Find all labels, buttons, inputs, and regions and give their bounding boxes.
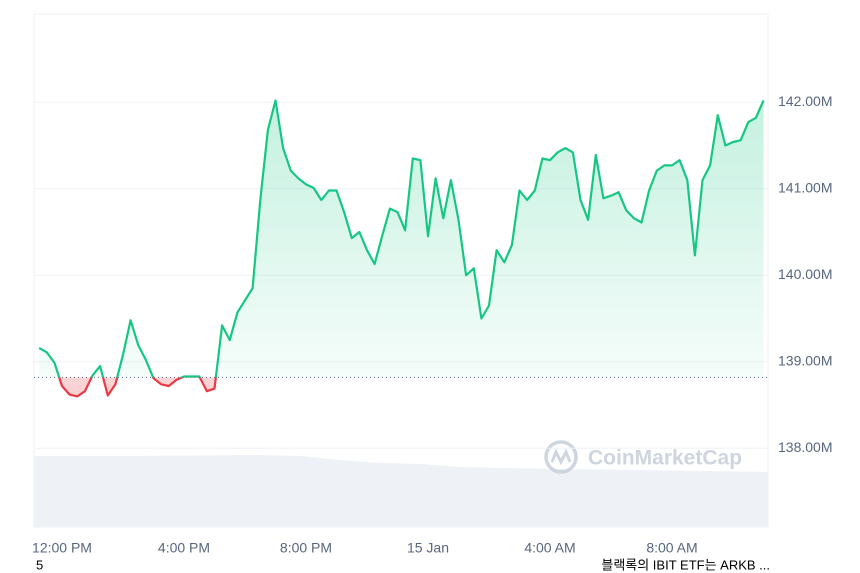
watermark-logo-mark — [550, 448, 572, 466]
price-line — [38, 99, 765, 398]
y-tick-label: 140.00M — [778, 266, 832, 282]
price-area — [39, 100, 764, 397]
footer-left: 5 — [36, 557, 43, 572]
x-tick-label: 15 Jan — [407, 540, 449, 556]
volume-area — [34, 455, 768, 527]
x-tick-label: 12:00 PM — [32, 540, 92, 556]
y-tick-label: 141.00M — [778, 179, 832, 195]
x-tick-label: 8:00 PM — [280, 540, 332, 556]
x-tick-label: 4:00 AM — [524, 540, 575, 556]
watermark-logo — [544, 440, 578, 474]
x-tick-label: 8:00 AM — [646, 540, 697, 556]
footer-right: 블랙록의 IBIT ETF는 ARKB ... — [601, 557, 770, 572]
y-tick-label: 142.00M — [778, 93, 832, 109]
y-tick-label: 139.00M — [778, 352, 832, 368]
watermark: CoinMarketCap — [544, 440, 742, 474]
watermark-text: CoinMarketCap — [588, 447, 742, 470]
y-tick-label: 138.00M — [778, 439, 832, 455]
x-tick-label: 4:00 PM — [158, 540, 210, 556]
